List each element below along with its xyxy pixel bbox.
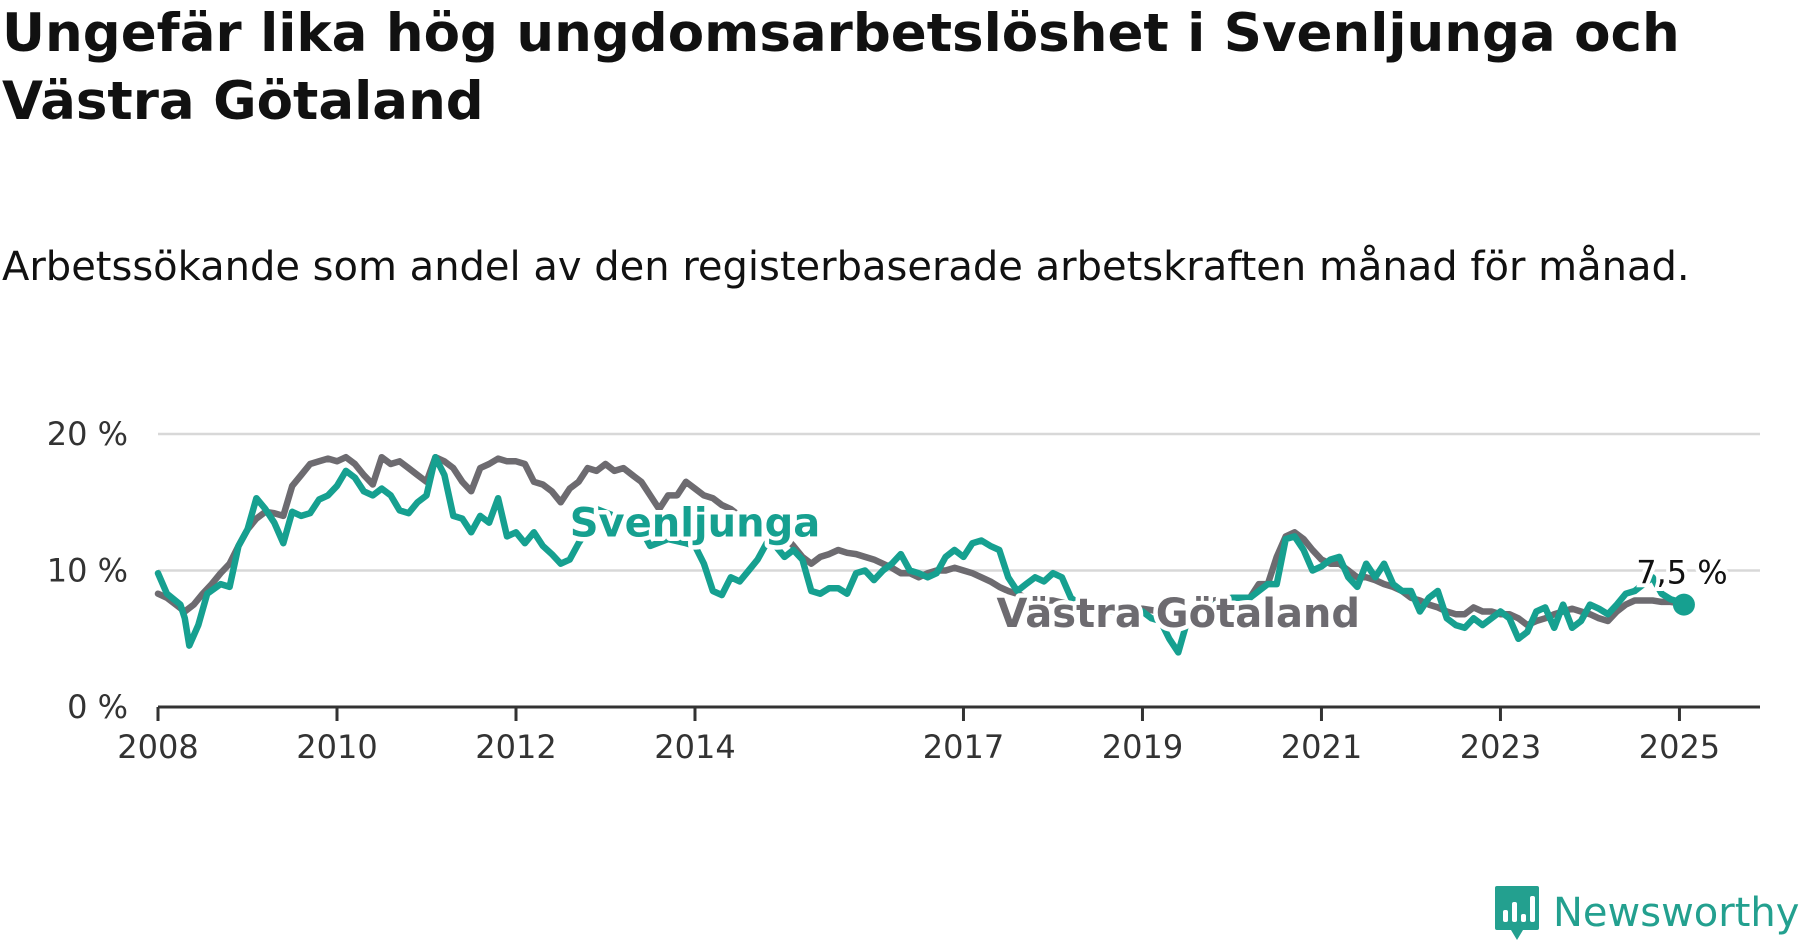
- y-tick-label: 20 %: [47, 415, 128, 453]
- series-label-svenljunga: Svenljunga: [570, 501, 821, 547]
- chart-title: Ungefär lika hög ungdomsarbetslöshet i S…: [2, 3, 1680, 132]
- x-tick-label: 2014: [654, 728, 735, 766]
- x-tick-label: 2023: [1460, 728, 1541, 766]
- series-label-vastra-gotaland: Västra Götaland: [996, 591, 1360, 637]
- x-tick-label: 2010: [296, 728, 377, 766]
- newsworthy-logo-text: Newsworthy: [1553, 890, 1800, 936]
- x-tick-label: 2012: [475, 728, 556, 766]
- end-marker: 7,5 %: [1632, 550, 1732, 616]
- series-lines: [154, 453, 1688, 656]
- series-line-svenljunga: [154, 453, 1688, 656]
- x-tick-label: 2019: [1102, 728, 1183, 766]
- x-tick-label: 2017: [923, 728, 1004, 766]
- chart-subtitle: Arbetssökande som andel av den registerb…: [2, 244, 1690, 290]
- x-tick-label: 2021: [1281, 728, 1362, 766]
- newsworthy-logo: Newsworthy: [1493, 884, 1799, 942]
- y-axis-tick-labels: 0 % 10 % 20 %: [47, 415, 128, 726]
- end-point-marker: [1672, 593, 1695, 616]
- x-axis-ticks: 2008 2010 2012 2014 2017 2019 2021 2023 2025: [117, 705, 1760, 766]
- series-labels: Svenljunga Västra Götaland: [565, 496, 1364, 641]
- y-tick-label: 10 %: [47, 552, 128, 590]
- end-value-label: 7,5 %: [1636, 554, 1727, 592]
- newsworthy-logo-icon: [1495, 886, 1539, 940]
- x-tick-label: 2008: [117, 728, 198, 766]
- series-line-vastra-gotaland: [154, 453, 1688, 629]
- x-tick-label: 2025: [1639, 728, 1720, 766]
- y-tick-label: 0 %: [67, 688, 128, 726]
